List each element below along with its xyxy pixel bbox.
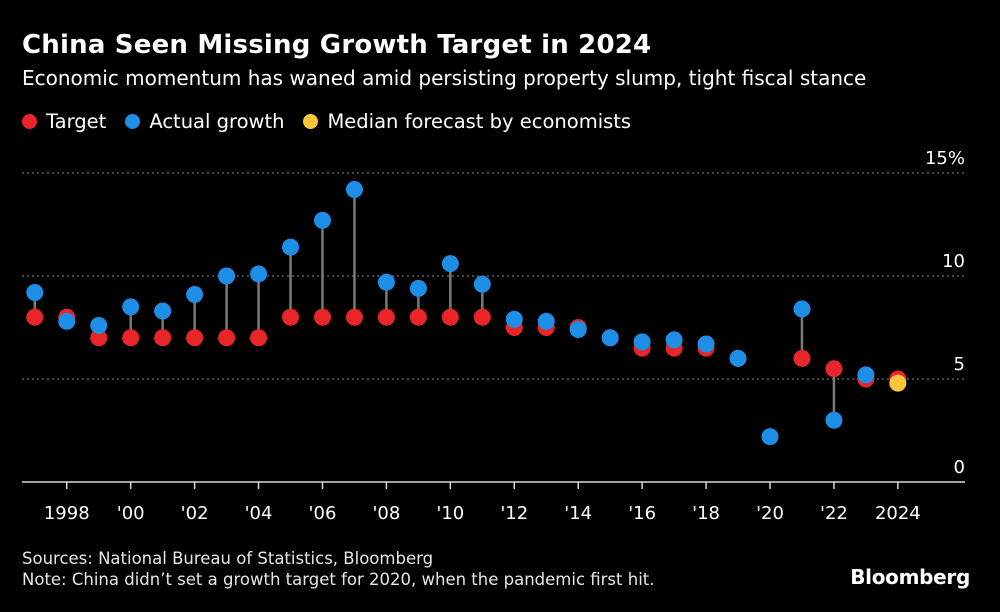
target-point — [186, 329, 204, 347]
chart-subtitle: Economic momentum has waned amid persist… — [22, 66, 867, 90]
legend-dot-actual-growth — [125, 114, 141, 129]
actual-growth-point — [218, 267, 236, 285]
target-point — [154, 329, 172, 347]
actual-growth-point — [729, 349, 747, 367]
y-tick-label: 15% — [925, 148, 965, 169]
legend-label-target: Target — [46, 110, 107, 133]
target-point — [282, 308, 300, 326]
x-tick-label: '12 — [500, 503, 528, 524]
x-tick-label: '08 — [372, 503, 400, 524]
target-point — [825, 360, 843, 378]
target-point — [345, 308, 363, 326]
chart-title: China Seen Missing Growth Target in 2024 — [22, 30, 652, 60]
x-tick-label: '14 — [564, 503, 592, 524]
target-point — [313, 308, 331, 326]
actual-growth-point — [473, 275, 491, 293]
x-tick-label: '20 — [756, 503, 784, 524]
actual-growth-point — [537, 312, 555, 330]
x-tick-label: 2024 — [875, 503, 921, 524]
target-point — [90, 329, 108, 347]
median-forecast-by-economists-point — [889, 374, 907, 392]
actual-growth-point — [313, 211, 331, 229]
actual-growth-point — [409, 279, 427, 297]
legend-item-target: Target — [22, 110, 106, 133]
x-tick-label: '00 — [117, 503, 145, 524]
legend-label-actual-growth: Actual growth — [149, 110, 285, 133]
legend-label-median-forecast: Median forecast by economists — [327, 110, 632, 133]
y-tick-label: 0 — [954, 457, 965, 478]
actual-growth-point — [441, 255, 459, 273]
target-point — [122, 329, 140, 347]
target-point — [793, 349, 811, 367]
bloomberg-logo: Bloomberg — [850, 565, 970, 589]
actual-growth-point — [793, 300, 811, 318]
target-point — [26, 308, 44, 326]
x-tick-label: '18 — [692, 503, 720, 524]
x-tick-label: '16 — [628, 503, 656, 524]
legend-item-median-forecast: Median forecast by economists — [303, 110, 631, 133]
legend-dot-target — [22, 114, 37, 129]
legend-item-actual-growth: Actual growth — [125, 110, 284, 133]
actual-growth-point — [697, 335, 715, 353]
target-point — [473, 308, 491, 326]
footer: Sources: National Bureau of Statistics, … — [22, 548, 655, 590]
actual-growth-point — [250, 265, 268, 283]
actual-growth-point — [633, 333, 651, 351]
actual-growth-point — [505, 310, 523, 328]
x-tick-label: 1998 — [44, 503, 90, 524]
sources-note: Sources: National Bureau of Statistics, … — [22, 549, 434, 568]
target-point — [441, 308, 459, 326]
legend: Target Actual growth Median forecast by … — [22, 110, 650, 133]
actual-growth-point — [282, 238, 300, 256]
actual-growth-point — [857, 366, 875, 384]
actual-growth-point — [665, 331, 683, 349]
legend-dot-median-forecast — [303, 114, 319, 129]
x-tick-label: '02 — [181, 503, 209, 524]
actual-growth-point — [26, 283, 44, 301]
actual-growth-point — [154, 302, 172, 320]
actual-growth-point — [345, 180, 363, 198]
actual-growth-point — [186, 286, 204, 304]
target-point — [250, 329, 268, 347]
actual-growth-point — [569, 321, 587, 339]
pandemic-note: Note: China didn’t set a growth target f… — [22, 570, 655, 589]
y-tick-label: 5 — [954, 354, 965, 375]
actual-growth-point — [58, 312, 76, 330]
actual-growth-point — [825, 411, 843, 429]
target-point — [377, 308, 395, 326]
x-tick-label: '22 — [820, 503, 848, 524]
actual-growth-point — [90, 316, 108, 334]
y-tick-label: 10 — [942, 251, 965, 272]
x-tick-label: '10 — [436, 503, 464, 524]
actual-growth-point — [377, 273, 395, 291]
x-tick-label: '06 — [309, 503, 337, 524]
target-point — [218, 329, 236, 347]
actual-growth-point — [761, 428, 779, 446]
target-point — [409, 308, 427, 326]
actual-growth-point — [122, 298, 140, 316]
x-tick-label: '04 — [245, 503, 273, 524]
chart-plot: 15% 10 5 0 1998 '00 '02 '04 '06 '08 '10 '12 '14 '16 '1… — [22, 148, 965, 524]
actual-growth-point — [601, 329, 619, 347]
